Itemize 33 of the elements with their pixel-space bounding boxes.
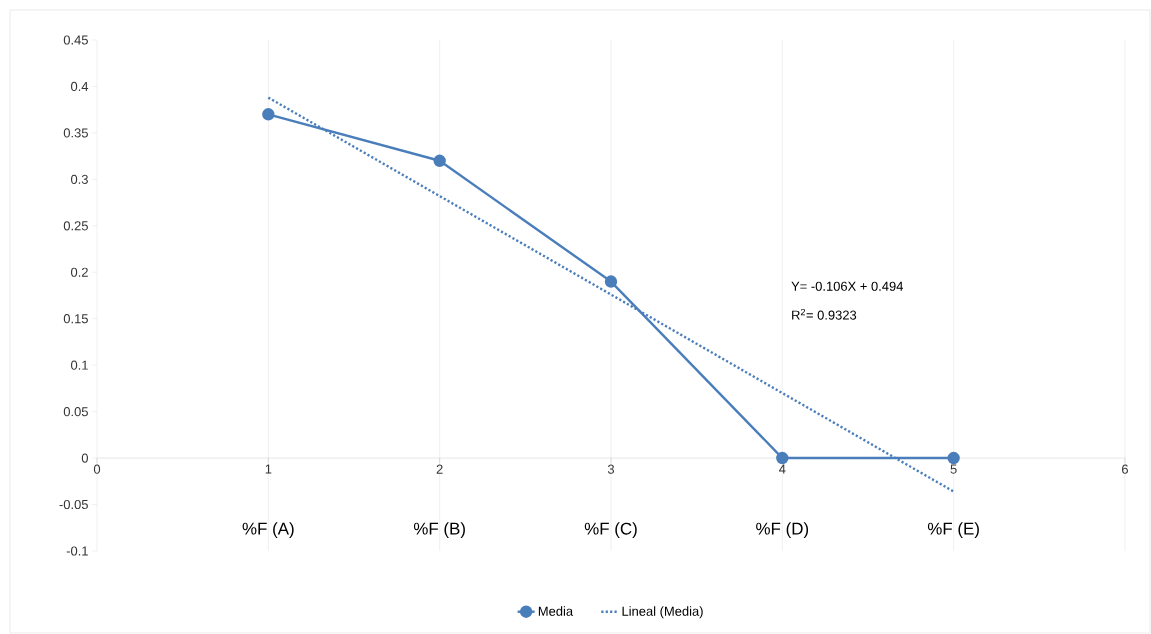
y-tick-label: 0.45 [63,35,88,45]
y-tick-label: 0.35 [63,128,88,138]
y-tick-label: 0 [81,453,88,463]
y-tick-label: 0.4 [70,81,89,92]
point [947,451,960,465]
annotation: Y= -0.106X + 0.494 [791,281,904,291]
legend-label: Lineal (Media) [622,606,703,619]
annotation: %F (D) [756,522,809,538]
x-tick-label: 5 [950,464,957,474]
point [604,275,618,288]
y-tick-label: -0.05 [59,499,88,510]
point [776,451,789,465]
y-tick-label: 0.1 [70,360,88,370]
annotation: %F (B) [413,522,465,538]
point [262,108,275,121]
annotation: %F (A) [242,522,294,538]
x-tick-label: 3 [607,464,615,474]
x-tick-label: 2 [436,464,443,474]
y-tick-label: 0.2 [70,267,88,277]
x-tick-label: 4 [779,464,786,474]
y-tick-label: -0.1 [66,546,88,556]
y-tick-label: 0.05 [63,407,88,417]
x-tick-label: 6 [1122,464,1128,474]
point [433,154,446,167]
x-tick-label: 1 [265,464,272,474]
annotation: %F (E) [927,522,979,538]
x-tick-label: 0 [93,464,101,474]
annotation: R$^{2}$= 0.9323 [792,308,857,320]
legend-label: Media [538,606,574,616]
annotation: %F (C) [584,522,637,538]
y-tick-label: 0.15 [63,314,88,324]
y-tick-label: 0.3 [70,174,88,184]
y-tick-label: 0.25 [63,221,88,231]
